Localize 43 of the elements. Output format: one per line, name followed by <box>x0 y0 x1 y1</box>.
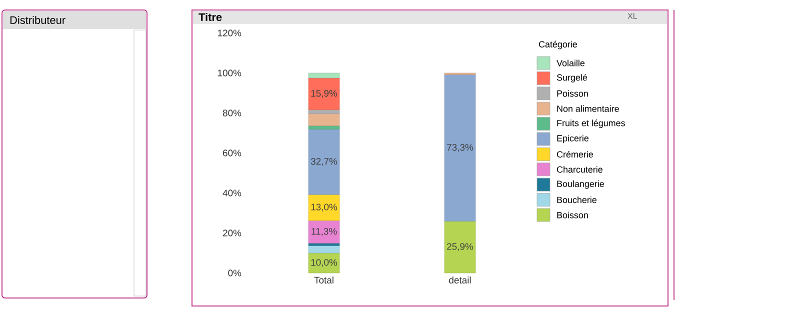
text: Distributeur <box>10 16 66 24</box>
bar <box>308 110 340 114</box>
data-label: 73,3% <box>447 144 474 152</box>
legend-label: Boisson <box>557 212 588 218</box>
y-tick-label: 100% <box>218 70 242 76</box>
data-label: 32,7% <box>310 158 338 166</box>
data-label: 10,0% <box>311 259 338 267</box>
chart-title: Titre <box>198 12 222 22</box>
bar <box>308 72 340 78</box>
legend-label: Poisson <box>557 90 588 97</box>
y-tick-label: 120% <box>218 30 242 36</box>
bar <box>308 252 340 274</box>
bar <box>308 129 340 195</box>
bar <box>444 221 476 274</box>
legend-label: Non alimentaire <box>557 105 619 112</box>
legend-label: Charcuterie <box>556 166 602 173</box>
y-tick-label: 20% <box>223 230 242 236</box>
legend-label: Boulangerie <box>557 180 604 189</box>
bar <box>308 126 340 130</box>
bar <box>308 78 340 110</box>
legend-title: Catégorie <box>538 40 578 50</box>
data-label: 13,0% <box>311 204 338 212</box>
legend-label: Boucherie <box>557 196 596 204</box>
bar <box>308 243 340 246</box>
bar <box>308 194 340 221</box>
data-label: 25,9% <box>447 243 474 252</box>
legend-label: Epicerie <box>557 134 589 144</box>
legend-label: Crémerie <box>556 150 593 158</box>
y-tick-label: 0% <box>228 270 242 276</box>
y-tick-label: 60% <box>223 150 242 156</box>
data-label: 15,9% <box>311 90 338 98</box>
x-tick-label: detail <box>449 276 471 284</box>
data-label: 11,3% <box>312 228 337 236</box>
x-tick-label: Total <box>314 276 334 284</box>
legend-label: Surgelé <box>556 74 588 82</box>
y-tick-label: 40% <box>222 190 242 196</box>
legend-label: Fruits et légumes <box>557 120 625 128</box>
bar <box>308 245 340 254</box>
bar <box>444 74 476 222</box>
legend-label: Volaille <box>556 60 585 66</box>
bar <box>308 220 340 244</box>
bar <box>308 114 340 126</box>
y-tick-label: 80% <box>222 110 242 116</box>
